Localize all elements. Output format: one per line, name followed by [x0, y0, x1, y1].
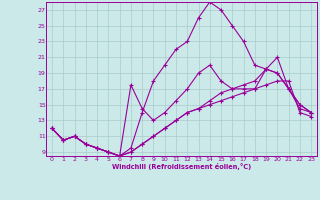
X-axis label: Windchill (Refroidissement éolien,°C): Windchill (Refroidissement éolien,°C)	[112, 163, 251, 170]
